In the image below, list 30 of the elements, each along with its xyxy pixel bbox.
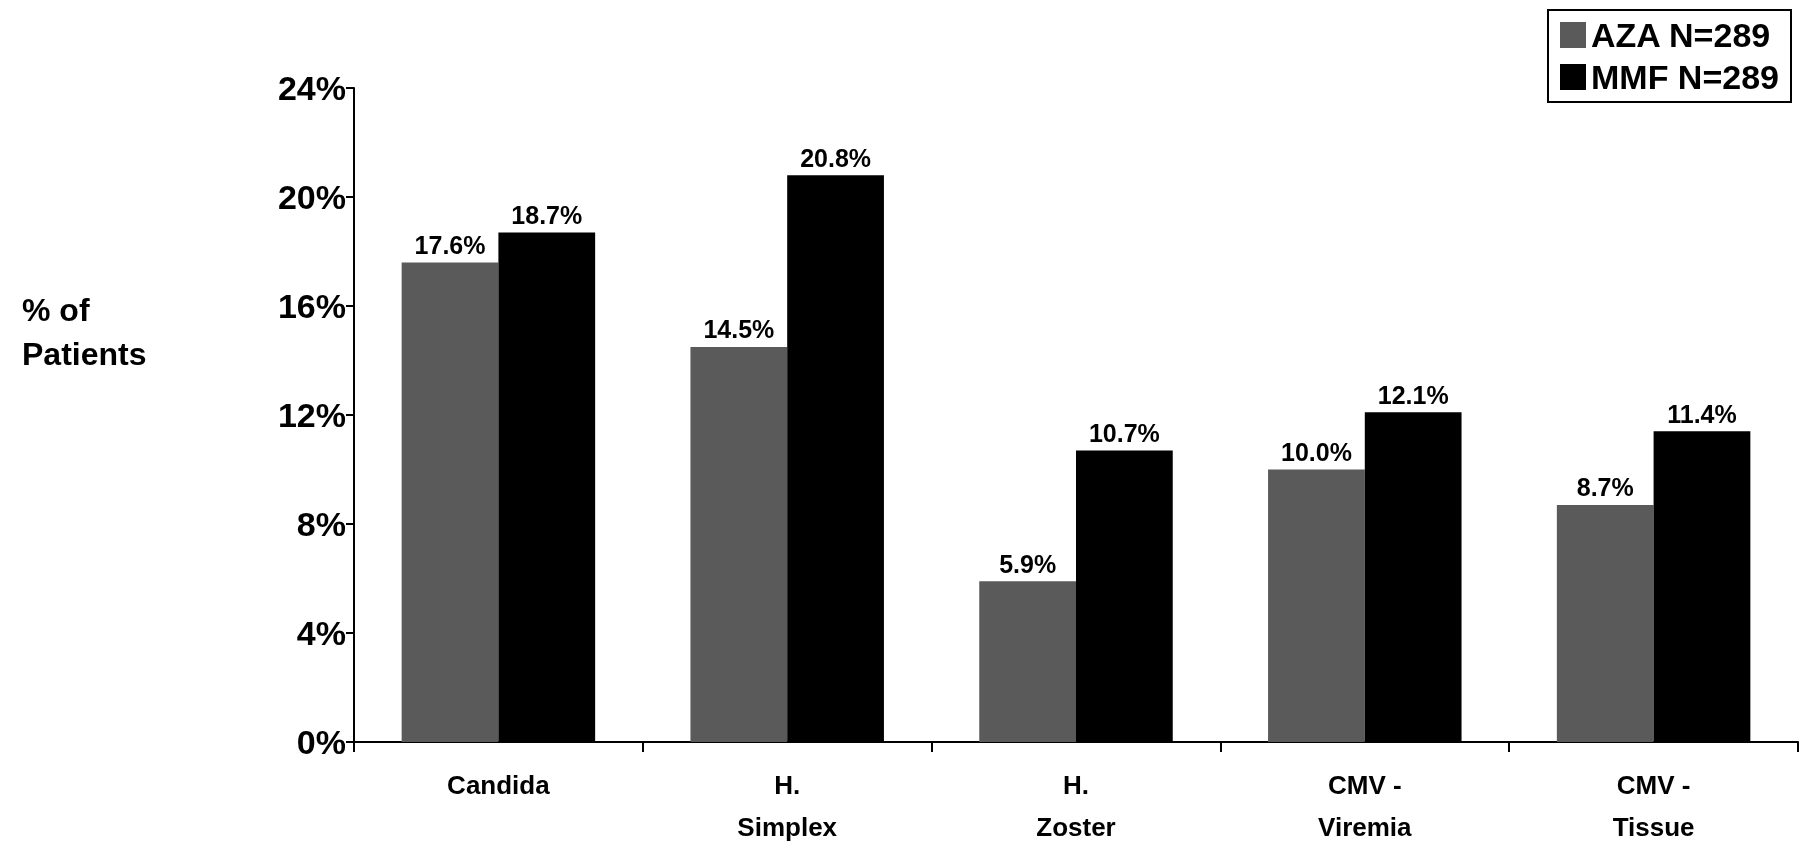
data-label: 8.7% <box>1576 473 1634 502</box>
data-label: 12.1% <box>1377 380 1449 409</box>
x-tick-label: H. Simplex <box>737 770 838 842</box>
y-tick-label: 12% <box>277 396 346 434</box>
bar <box>979 581 1076 742</box>
y-axis-title: % of Patients <box>22 292 147 372</box>
legend-label: AZA N=289 <box>1591 16 1771 54</box>
bar <box>1556 504 1654 742</box>
y-tick-label: 20% <box>277 178 346 216</box>
y-tick-label: 4% <box>296 614 346 652</box>
data-label: 14.5% <box>703 315 775 344</box>
x-tick-label: CMV - Tissue <box>1612 770 1695 842</box>
legend-label: MMF N=289 <box>1591 58 1779 96</box>
x-tick-label: H. Zoster <box>1036 770 1116 842</box>
data-label: 18.7% <box>511 200 583 229</box>
y-tick-label: 0% <box>296 723 346 761</box>
data-label: 10.0% <box>1280 438 1352 466</box>
bar <box>1268 469 1365 742</box>
bar <box>401 262 499 742</box>
data-label: 17.6% <box>414 230 486 259</box>
y-tick-label: 8% <box>296 505 346 543</box>
bar <box>690 346 788 742</box>
y-tick-label: 24% <box>277 69 346 107</box>
data-label: 20.8% <box>800 143 872 172</box>
data-label: 5.9% <box>999 549 1057 578</box>
x-tick-label: CMV - Viremia <box>1318 770 1413 842</box>
data-label: 10.7% <box>1088 418 1160 447</box>
x-tick-label: Candida <box>447 770 551 800</box>
y-tick-label: 16% <box>277 287 346 325</box>
data-label: 11.4% <box>1667 399 1737 428</box>
